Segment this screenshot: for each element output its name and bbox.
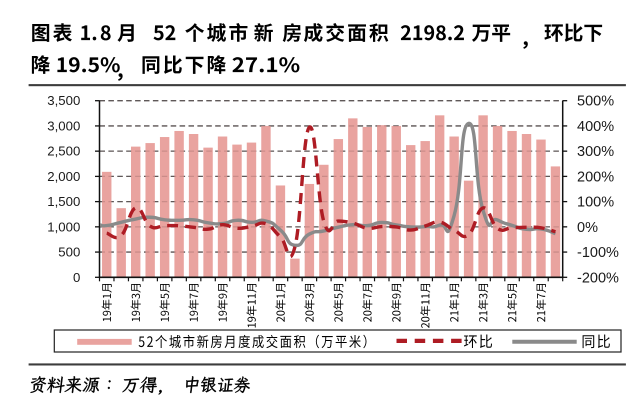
svg-text:100%: 100% [577, 195, 614, 211]
svg-text:1,500: 1,500 [47, 194, 80, 209]
svg-text:3,500: 3,500 [47, 93, 80, 108]
svg-text:400%: 400% [577, 119, 614, 135]
svg-text:2,000: 2,000 [47, 169, 80, 184]
svg-text:-100%: -100% [577, 245, 619, 261]
svg-text:3,000: 3,000 [47, 118, 80, 133]
svg-text:0: 0 [73, 270, 80, 285]
svg-text:500: 500 [58, 245, 80, 260]
svg-text:500%: 500% [577, 94, 614, 110]
svg-text:2,500: 2,500 [47, 144, 80, 159]
svg-text:1,000: 1,000 [47, 219, 80, 234]
svg-text:-200%: -200% [577, 270, 619, 286]
svg-text:300%: 300% [577, 144, 614, 160]
svg-text:0%: 0% [577, 220, 598, 236]
svg-text:200%: 200% [577, 169, 614, 185]
